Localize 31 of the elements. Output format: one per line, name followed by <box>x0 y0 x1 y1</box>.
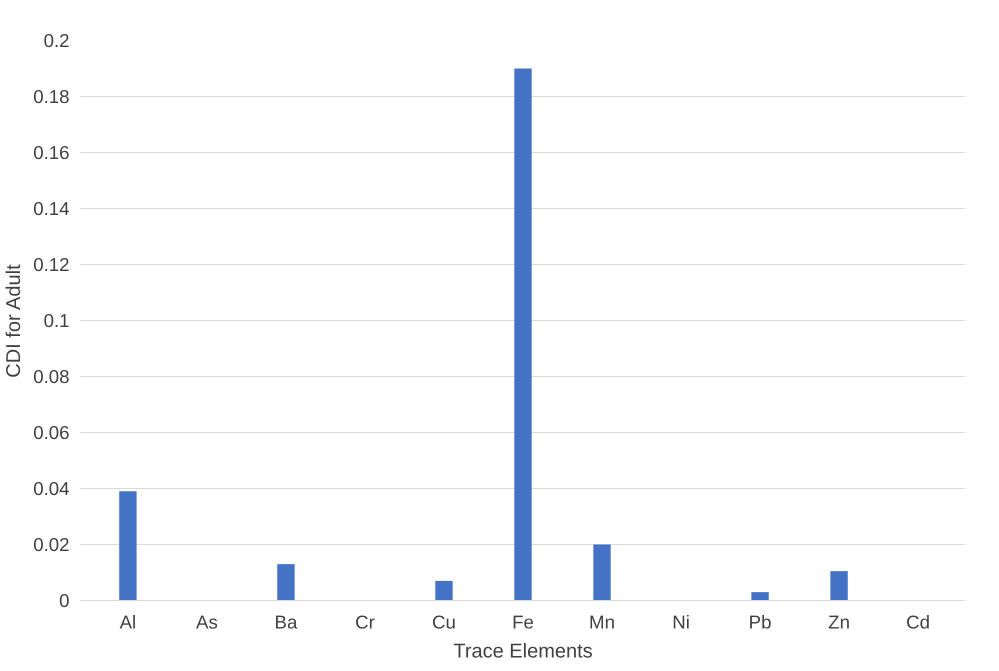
y-tick-label: 0.06 <box>33 422 70 443</box>
x-tick-label: As <box>196 612 218 632</box>
x-tick-label: Pb <box>748 612 772 632</box>
bar <box>119 491 137 600</box>
x-tick-label: Fe <box>512 612 534 632</box>
x-tick-label: Cu <box>432 612 456 632</box>
y-tick-label: 0.18 <box>33 86 70 107</box>
x-axis-title: Trace Elements <box>453 640 593 662</box>
y-tick-label: 0.14 <box>33 198 70 219</box>
x-tick-label: Cr <box>355 612 375 632</box>
x-tick-label: Ba <box>274 612 298 632</box>
x-tick-label: Al <box>120 612 136 632</box>
bar <box>435 580 453 600</box>
y-tick-label: 0.2 <box>44 30 70 51</box>
y-tick-label: 0.1 <box>44 310 70 331</box>
bar <box>593 544 611 600</box>
x-tick-label: Ni <box>672 612 690 632</box>
y-tick-label: 0.02 <box>33 534 70 555</box>
y-tick-label: 0.16 <box>33 142 70 163</box>
bar <box>277 564 295 600</box>
y-tick-label: 0.04 <box>33 478 70 499</box>
y-tick-label: 0.08 <box>33 366 70 387</box>
bar <box>751 592 769 600</box>
y-axis-title: CDI for Adult <box>3 264 26 378</box>
y-tick-label: 0 <box>59 590 70 611</box>
x-tick-label: Mn <box>589 612 615 632</box>
x-tick-label: Zn <box>828 612 850 632</box>
y-tick-label: 0.12 <box>33 254 70 275</box>
x-tick-label: Cd <box>906 612 930 632</box>
bar <box>830 571 848 600</box>
bar <box>514 68 532 600</box>
